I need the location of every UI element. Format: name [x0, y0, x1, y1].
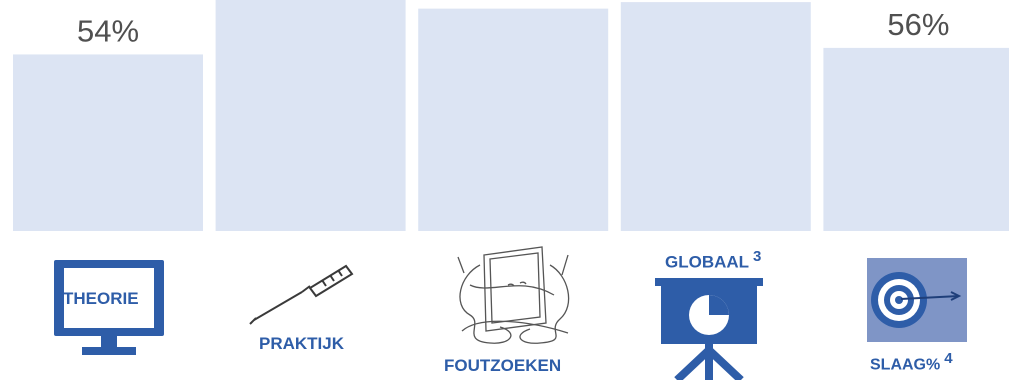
bars-group	[13, 0, 1009, 232]
category-label-theorie: THEORIE	[63, 289, 139, 308]
target-icon	[867, 258, 967, 342]
bar-slaag	[823, 47, 1009, 231]
value-label-theorie: 54%	[77, 13, 139, 48]
category-label-globaal: GLOBAAL 3	[665, 248, 761, 273]
bar-theorie	[13, 54, 203, 231]
category-label-slaag-text: SLAAG%	[870, 356, 941, 374]
category-label-globaal-text: GLOBAAL	[665, 252, 750, 272]
presentation-board-icon	[655, 278, 763, 380]
category-label-slaag: SLAAG% 4	[870, 350, 953, 374]
category-label-praktijk: PRAKTIJK	[259, 334, 345, 353]
footnote-marker-slaag: 4	[944, 350, 953, 367]
bar-foutzoeken	[418, 8, 609, 232]
footnote-marker-globaal: 3	[753, 248, 762, 265]
value-label-slaag: 56%	[887, 7, 949, 42]
category-label-foutzoeken: FOUTZOEKEN	[444, 356, 562, 375]
monitor-icon	[54, 260, 164, 355]
value-labels-group: 54%73%68%70%56%	[77, 0, 949, 48]
bar-praktijk	[215, 0, 406, 232]
bar-chart: 54%73%68%70%56%	[13, 0, 1009, 232]
bar-globaal	[620, 2, 811, 231]
value-label-foutzoeken: 68%	[482, 0, 544, 3]
tangled-device-icon	[457, 246, 570, 344]
screwdriver-icon	[249, 264, 354, 325]
